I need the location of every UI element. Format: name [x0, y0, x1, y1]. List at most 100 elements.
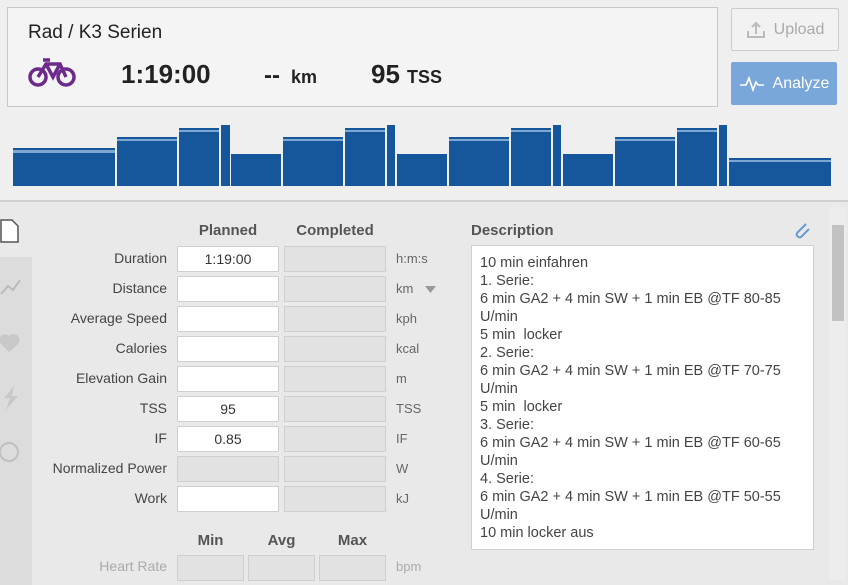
sidebar: [0, 219, 32, 585]
interval-highlight: [729, 160, 831, 162]
planned-input[interactable]: [177, 336, 279, 362]
range-input[interactable]: [177, 555, 244, 581]
tss-unit: TSS: [407, 67, 443, 87]
unit-label: m: [396, 371, 407, 386]
description-line: 10 min einfahren: [480, 255, 589, 271]
field-label: Elevation Gain: [75, 370, 167, 386]
workout-structure-graph: [13, 125, 831, 186]
field-label: Work: [134, 490, 167, 506]
unit-label: km: [396, 281, 414, 296]
planned-input[interactable]: [177, 366, 279, 392]
field-label: Average Speed: [70, 310, 167, 326]
power-icon: [4, 386, 18, 410]
planned-input[interactable]: 1:19:00: [177, 246, 279, 272]
interval-block: [563, 154, 613, 186]
interval-highlight: [511, 130, 551, 132]
description-line: 2. Serie:: [480, 345, 534, 361]
upload-button[interactable]: Upload: [731, 8, 839, 51]
range-input[interactable]: [248, 555, 315, 581]
interval-block: [729, 158, 831, 186]
description-line: 4. Serie:: [480, 471, 534, 487]
completed-input[interactable]: [284, 276, 386, 302]
completed-input[interactable]: [284, 396, 386, 422]
description-box[interactable]: 10 min einfahren 1. Serie: 6 min GA2 + 4 m…: [471, 245, 814, 550]
description-line: 3. Serie:: [480, 417, 534, 433]
interval-block: [231, 154, 281, 186]
unit-label: bpm: [396, 559, 422, 574]
unit-label: IF: [396, 431, 408, 446]
interval-block: [117, 137, 177, 186]
interval-highlight: [283, 139, 343, 141]
completed-input[interactable]: [284, 486, 386, 512]
field-label: Duration: [114, 250, 167, 266]
planned-input[interactable]: 0.85: [177, 426, 279, 452]
description-title: Description: [471, 222, 554, 239]
interval-block: [677, 128, 717, 186]
interval-block: [345, 128, 385, 186]
field-label: Normalized Power: [52, 460, 167, 476]
range-input[interactable]: [319, 555, 386, 581]
interval-block: [397, 154, 447, 186]
interval-block: [387, 125, 395, 186]
interval-block: [283, 137, 343, 186]
field-label: TSS: [139, 400, 167, 416]
analyze-icon: [739, 75, 764, 92]
unit-label: TSS: [396, 401, 422, 416]
sidebar-bg: [0, 257, 32, 585]
completed-input[interactable]: [284, 456, 386, 482]
file-icon: [0, 219, 19, 243]
completed-input[interactable]: [284, 426, 386, 452]
completed-input[interactable]: [284, 246, 386, 272]
analyze-label: Analyze: [772, 74, 830, 92]
field-label: Calories: [115, 340, 167, 356]
unit-label: W: [396, 461, 409, 476]
interval-block: [511, 128, 551, 186]
interval-block: [615, 137, 675, 186]
upload-icon: [746, 21, 765, 38]
planned-input[interactable]: [177, 456, 279, 482]
column-header: Completed: [296, 222, 374, 239]
interval-highlight: [13, 150, 115, 153]
completed-input[interactable]: [284, 336, 386, 362]
interval-highlight: [615, 139, 675, 141]
scrollbar[interactable]: [830, 207, 846, 580]
interval-highlight: [179, 130, 219, 132]
interval-block: [179, 128, 219, 186]
interval-block: [13, 148, 115, 186]
range-header: Max: [337, 532, 368, 549]
scrollbar-thumb[interactable]: [832, 225, 844, 321]
analyze-button[interactable]: Analyze: [731, 62, 837, 105]
completed-input[interactable]: [284, 306, 386, 332]
summary-card: Rad / K3 Serien 1:19:00 -- km 95 TSS: [7, 7, 718, 107]
planned-input[interactable]: 95: [177, 396, 279, 422]
range-header: Min: [197, 532, 224, 549]
description-line: 1. Serie:: [480, 273, 534, 289]
chart-icon: [0, 279, 21, 295]
interval-highlight: [345, 130, 385, 132]
attach-icon[interactable]: [792, 220, 812, 242]
column-header: Planned: [198, 222, 258, 239]
description-line: 6 min GA2 + 4 min SW + 1 min EB @TF 80-8…: [480, 291, 785, 325]
interval-highlight: [677, 130, 717, 132]
completed-input[interactable]: [284, 366, 386, 392]
heart-icon: [0, 334, 20, 352]
unit-dropdown[interactable]: [425, 286, 437, 294]
description-line: 6 min GA2 + 4 min SW + 1 min EB @TF 70-7…: [480, 363, 785, 397]
interval-block: [719, 125, 727, 186]
bike-icon: [28, 58, 76, 87]
summary-panel: Rad / K3 Serien 1:19:00 -- km 95 TSS Upl…: [0, 0, 848, 202]
duration: 1:19:00: [121, 59, 211, 89]
description-line: 10 min locker aus: [480, 525, 594, 541]
planned-input[interactable]: [177, 276, 279, 302]
planned-input[interactable]: [177, 306, 279, 332]
workout-title: Rad / K3 Serien: [28, 22, 163, 43]
clock-icon: [0, 442, 19, 462]
interval-highlight: [449, 139, 509, 141]
field-label: IF: [154, 430, 167, 446]
field-label: Distance: [112, 280, 167, 296]
description-line: 6 min GA2 + 4 min SW + 1 min EB @TF 60-6…: [480, 435, 785, 469]
planned-input[interactable]: [177, 486, 279, 512]
interval-block: [449, 137, 509, 186]
tss: 95: [371, 59, 400, 89]
